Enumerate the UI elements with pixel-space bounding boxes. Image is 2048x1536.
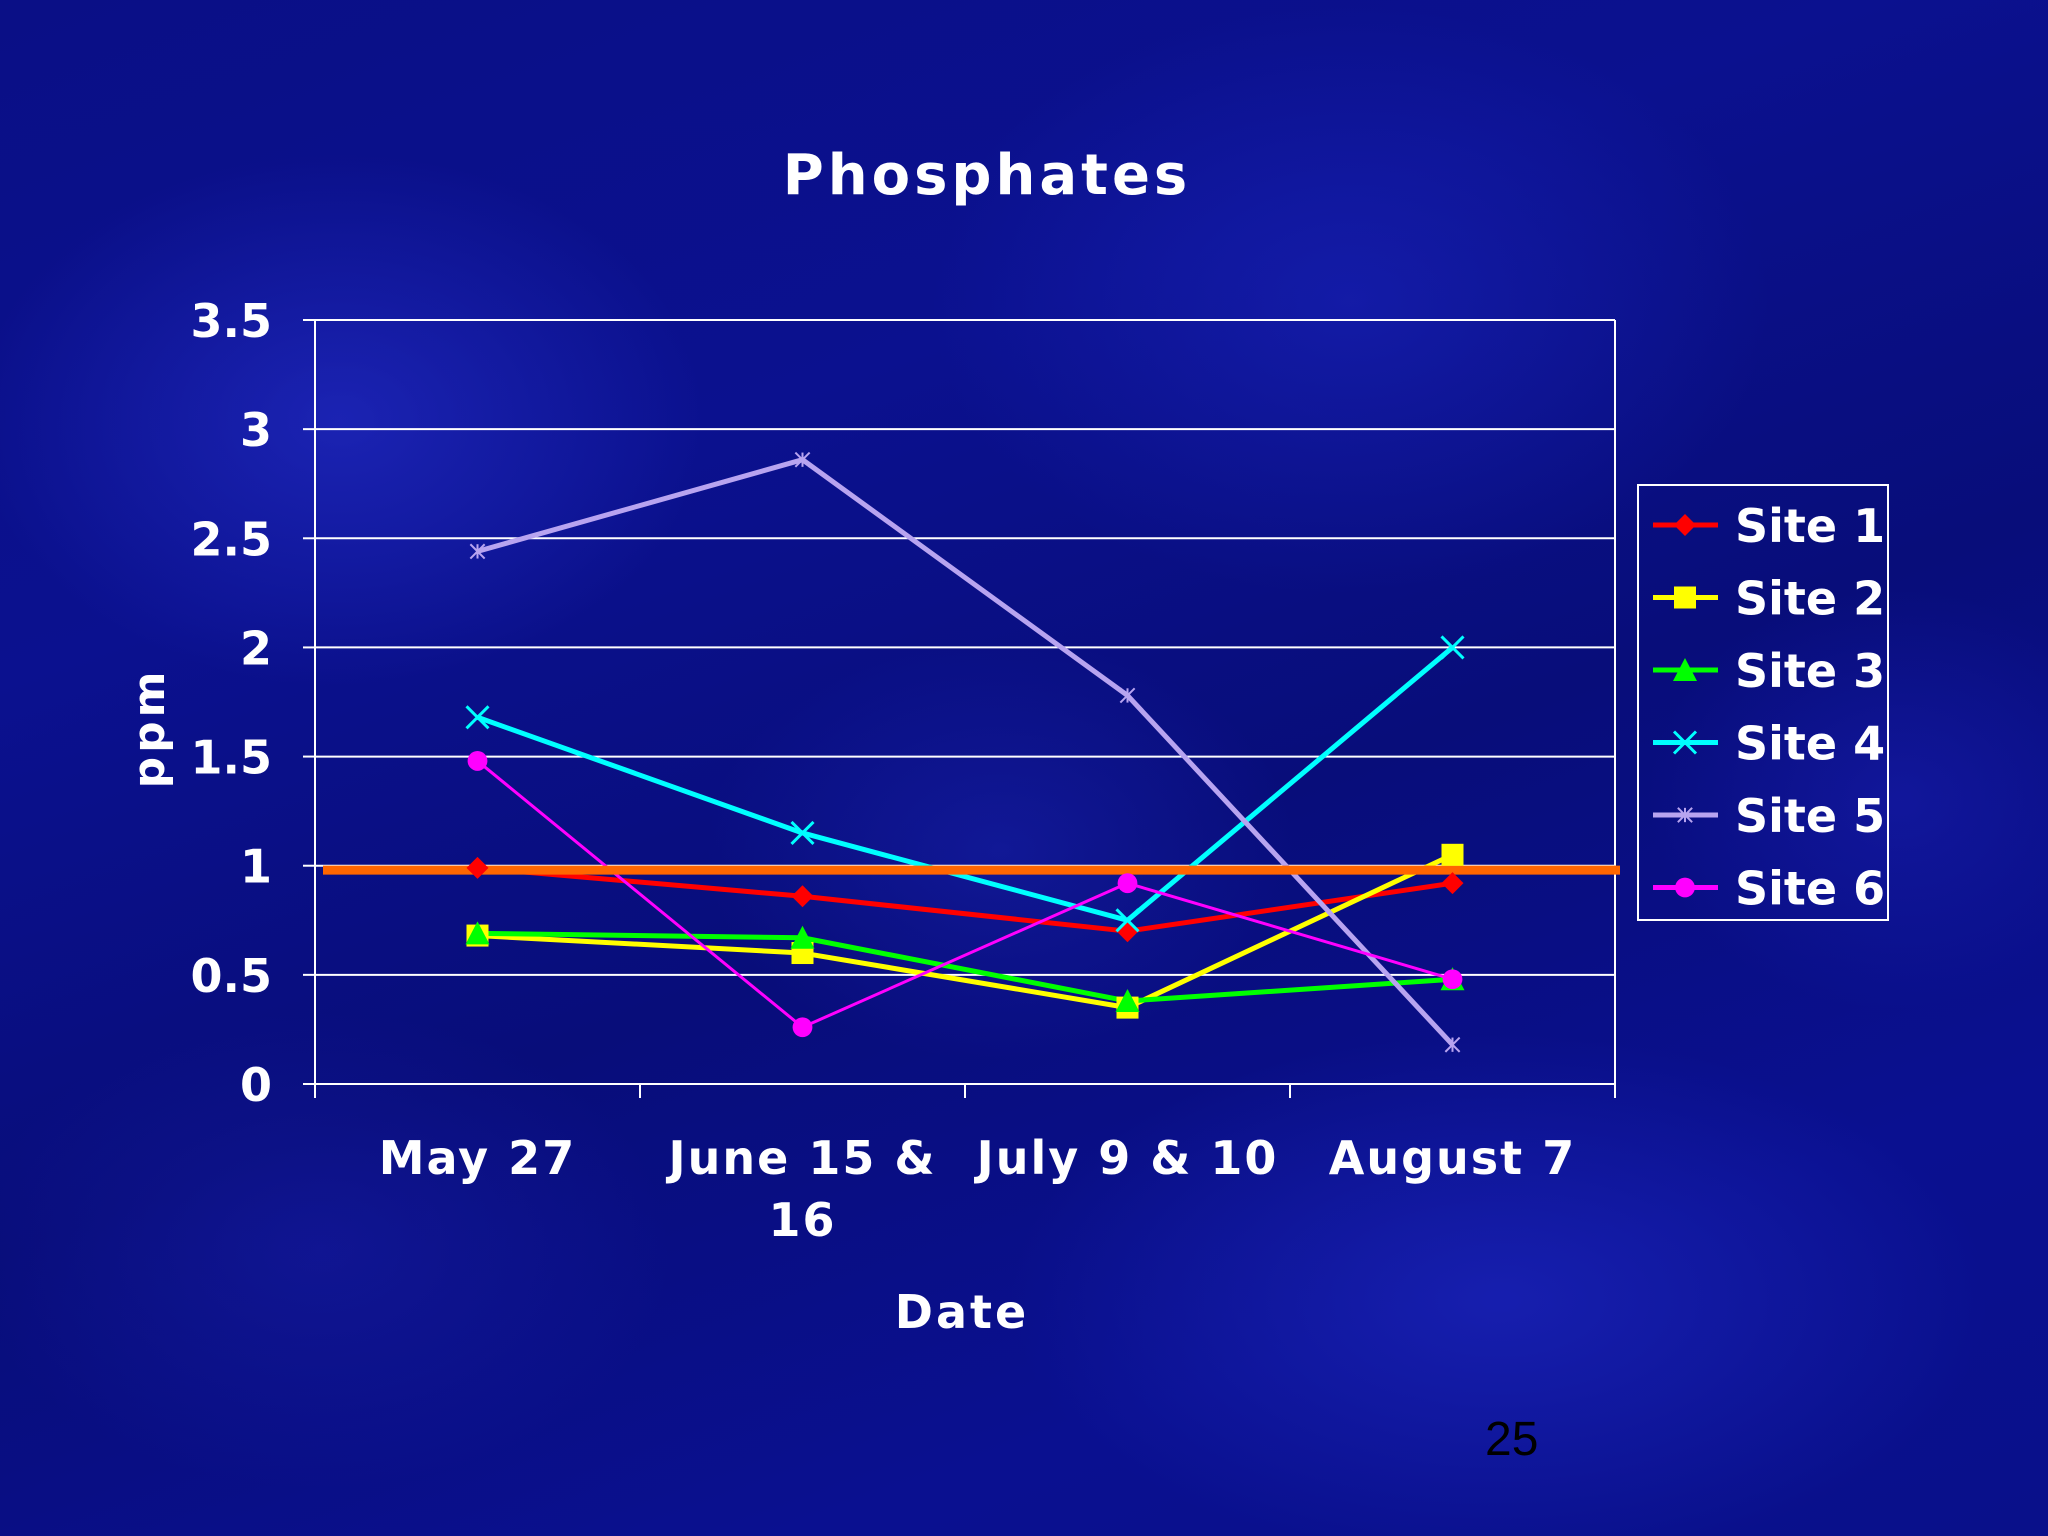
series-1: [477, 865, 1453, 934]
legend-item-3: Site 3: [1653, 644, 1885, 698]
y-axis-label: ppm: [124, 668, 175, 789]
series-3-point-1: [465, 921, 490, 945]
legend-item-6: Site 6: [1653, 862, 1885, 916]
y-tick-label-2: 1: [240, 840, 272, 894]
series-6-point-4: [1442, 969, 1463, 990]
series-3: [477, 930, 1453, 1004]
chart-title: Phosphates: [783, 143, 1192, 208]
series-5-point-2: [794, 451, 811, 468]
x-tick-label-3: August 7: [1329, 1131, 1576, 1185]
legend-item-5: Site 5: [1653, 789, 1885, 843]
legend-item-1: Site 1: [1653, 499, 1885, 553]
legend-label-4: Site 4: [1735, 717, 1885, 771]
slide-page-number: 25: [1485, 1413, 1539, 1466]
legend-label-3: Site 3: [1735, 644, 1885, 698]
x-tick-label-0: May 27: [379, 1131, 576, 1185]
y-tick-label-5: 2.5: [191, 512, 273, 566]
series-3-point-3: [1115, 989, 1140, 1013]
series-1-line: [477, 865, 1453, 934]
legend: Site 1 Site 2 Site 3 Site 4 Site 5 Site 6: [1637, 484, 1889, 921]
y-tick-label-4: 2: [240, 621, 272, 675]
legend-swatch-marker-5: [1677, 807, 1693, 823]
series-4-point-4: [1440, 635, 1465, 660]
series-5: [476, 457, 1455, 1047]
x-axis-label: Date: [895, 1285, 1029, 1339]
x-tick-label-1: June 15 & 16: [666, 1131, 937, 1247]
y-tick-label-3: 1.5: [191, 731, 273, 785]
series-3-point-2: [790, 925, 815, 949]
legend-swatch-marker-1: [1674, 514, 1696, 536]
series-6-point-3: [1117, 873, 1138, 894]
legend-swatch-marker-2: [1674, 586, 1696, 609]
series-1-point-2: [791, 885, 814, 908]
legend-label-5: Site 5: [1735, 789, 1885, 843]
series-4-point-3: [1115, 908, 1140, 933]
legend-item-2: Site 2: [1653, 572, 1885, 626]
series-4: [476, 645, 1455, 923]
legend-label-2: Site 2: [1735, 572, 1885, 626]
series-4-point-2: [790, 820, 815, 846]
series-1-point-3: [1116, 920, 1139, 943]
series-5-point-4: [1444, 1036, 1461, 1053]
legend-swatch-marker-6: [1675, 877, 1695, 898]
legend-label-1: Site 1: [1735, 499, 1885, 553]
series-6-point-2: [792, 1017, 813, 1038]
series-6-point-1: [467, 751, 488, 771]
series-4-line: [476, 645, 1455, 923]
legend-swatch-marker-3: [1673, 658, 1697, 681]
series-1-point-4: [1441, 872, 1464, 895]
legend-item-4: Site 4: [1653, 717, 1885, 771]
series-5-line: [476, 457, 1455, 1047]
legend-label-6: Site 6: [1735, 862, 1885, 916]
legend-swatch-marker-4: [1672, 730, 1698, 755]
y-tick-label-1: 0.5: [191, 949, 273, 1003]
y-tick-label-7: 3.5: [191, 294, 273, 348]
legend-box: [1637, 484, 1889, 921]
series-5-point-3: [1119, 687, 1136, 704]
series-6: [476, 759, 1453, 1029]
series-6-line: [476, 759, 1453, 1029]
series-3-line: [477, 930, 1453, 1004]
y-tick-label-0: 0: [240, 1058, 272, 1112]
plot-area: 0 0.5 1 1.5 2 2.5 3 3.5 May 27 June 15 & 16 July 9 …: [191, 294, 1620, 1247]
x-tick-label-2: July 9 & 10: [974, 1131, 1279, 1185]
series-2-point-4: [1441, 843, 1464, 866]
series-1-point-1: [466, 856, 489, 879]
series-5-point-1: [469, 543, 486, 560]
y-tick-label-6: 3: [240, 403, 272, 457]
series-4-point-1: [465, 705, 490, 730]
